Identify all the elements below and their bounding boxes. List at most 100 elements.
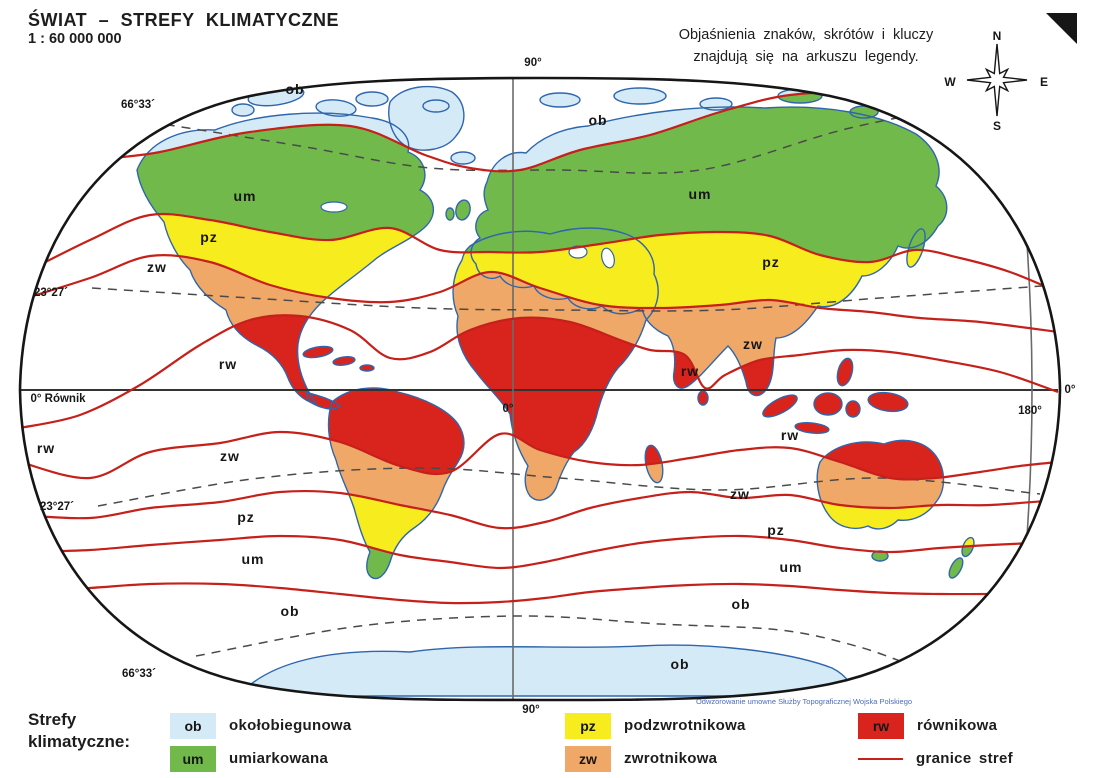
legend-item-zw: zw zwrotnikowa xyxy=(565,745,746,772)
legend-column-2: pz podzwrotnikowa zw zwrotnikowa xyxy=(565,712,746,778)
zone-boundary-line-3 xyxy=(20,254,1059,334)
boundary-line-swatch xyxy=(858,757,903,760)
lake xyxy=(601,247,615,269)
island-arctic-island xyxy=(539,92,581,108)
island-iceland xyxy=(450,151,476,165)
tropic-of-capricorn-line xyxy=(97,467,1041,507)
legend-note-line2: znajdują się na arkuszu legendy. xyxy=(693,49,919,66)
zone-label-ob: ob xyxy=(731,596,751,612)
landmass-south-america xyxy=(327,387,465,580)
graticule-label: 0° xyxy=(1064,384,1076,396)
zone-label-rw: rw xyxy=(36,440,56,456)
legend-note: Objaśnienia znaków, skrótów i kluczy zna… xyxy=(668,24,944,69)
legend-label-um: umiarkowana xyxy=(229,750,329,767)
zone-label-zw: zw xyxy=(730,486,750,502)
zone-boundary-line-7 xyxy=(20,534,1059,570)
zone-boundary-line-2 xyxy=(20,212,1059,294)
island-antilles xyxy=(359,364,375,372)
antarctic-circle-line xyxy=(195,615,909,665)
credit-line: Odwzorowanie umowne Służby Topograficzne… xyxy=(695,697,913,706)
landmass-australia xyxy=(816,439,945,530)
legend-item-boundaries: granice stref xyxy=(858,745,1013,772)
zone-label-ob: ob xyxy=(588,112,608,128)
graticule-label: 0° Równik xyxy=(30,393,86,405)
legend-label-boundaries: granice stref xyxy=(916,750,1013,767)
island-cuba xyxy=(302,345,334,359)
zone-boundary-line-8 xyxy=(20,582,1058,605)
graticule-label: 90° xyxy=(524,57,542,69)
zone-label-pz: pz xyxy=(200,229,218,245)
legend-item-pz: pz podzwrotnikowa xyxy=(565,712,746,739)
graticule-label: 66°33´ xyxy=(120,99,156,111)
island-arctic-island xyxy=(315,99,357,117)
graticule-label: 90° xyxy=(522,704,540,716)
zone-label-pz: pz xyxy=(767,522,785,538)
landmass-central-america xyxy=(304,390,342,410)
compass-west-label: W xyxy=(944,75,956,89)
zone-label-ob: ob xyxy=(285,81,305,97)
legend-swatch-pz: pz xyxy=(565,712,611,739)
zone-label-um: um xyxy=(241,551,265,567)
zone-label-ob: ob xyxy=(670,656,690,672)
zone-label-um: um xyxy=(779,559,803,575)
legend-item-rw: rw równikowa xyxy=(858,712,1013,739)
zone-label-rw: rw xyxy=(780,427,800,443)
zone-boundary-line-4 xyxy=(20,314,1059,430)
zone-label-pz: pz xyxy=(237,509,255,525)
island-sumatra xyxy=(762,394,798,418)
corner-triangle xyxy=(1046,13,1077,44)
zone-label-um: um xyxy=(233,188,257,204)
arctic-circle-line xyxy=(149,97,1006,174)
legend-note-line1: Objaśnienia znaków, skrótów i kluczy xyxy=(678,27,934,43)
graticule-label: 0° xyxy=(502,403,514,415)
island-arctic-island xyxy=(355,91,389,107)
zone-label-rw: rw xyxy=(680,363,700,379)
landmass-north-america xyxy=(136,112,434,406)
zone-label-zw: zw xyxy=(220,448,240,464)
island-borneo xyxy=(813,392,843,416)
zone-label-zw: zw xyxy=(147,259,167,275)
legend-item-ob: ob okołobiegunowa xyxy=(170,712,352,739)
map-inner xyxy=(20,78,1060,700)
island-java xyxy=(794,422,830,434)
legend-label-pz: podzwrotnikowa xyxy=(624,717,746,734)
zone-label-rw: rw xyxy=(218,356,238,372)
zone-boundary-line-6 xyxy=(20,489,1059,530)
legend-label-zw: zwrotnikowa xyxy=(624,750,718,767)
island-arctic-island xyxy=(231,103,255,117)
compass-east-label: E xyxy=(1040,75,1048,89)
zone-label-pz: pz xyxy=(762,254,780,270)
legend-swatch-ob: ob xyxy=(170,712,216,739)
island-ireland xyxy=(445,207,455,221)
legend-label-rw: równikowa xyxy=(917,717,998,734)
compass-star-icon xyxy=(966,43,1028,117)
landmass-africa xyxy=(452,227,659,501)
island-arctic-island xyxy=(613,87,667,105)
island-new-zealand-south xyxy=(948,557,964,579)
island-hispaniola xyxy=(332,356,356,366)
island-new-zealand-north xyxy=(961,536,975,558)
island-arctic-island xyxy=(422,99,450,113)
compass-north-label: N xyxy=(993,29,1002,43)
graticule-label: 66°33´ xyxy=(121,668,157,680)
zone-boundary-line-5 xyxy=(20,430,1059,481)
legend-swatch-um: um xyxy=(170,745,216,772)
graticule-label: 180° xyxy=(1018,405,1042,417)
zone-label-um: um xyxy=(688,186,712,202)
legend-swatch-rw: rw xyxy=(858,712,904,739)
zone-label-zw: zw xyxy=(743,336,763,352)
island-arctic-island xyxy=(699,97,733,111)
compass-rose-icon: N S W E xyxy=(944,29,1048,133)
map-scale: 1 : 60 000 000 xyxy=(28,31,122,47)
legend-column-3: rw równikowa granice stref xyxy=(858,712,1013,778)
lake xyxy=(320,201,348,213)
island-philippines xyxy=(836,357,854,387)
tropic-of-cancer-line xyxy=(91,285,1043,312)
page-title: ŚWIAT – STREFY KLIMATYCZNE xyxy=(28,10,340,30)
island-sulawesi xyxy=(845,400,861,418)
legend-column-1: ob okołobiegunowa um umiarkowana xyxy=(170,712,352,778)
compass-south-label: S xyxy=(993,119,1001,133)
landmass-greenland xyxy=(388,85,465,151)
graticule-label: 23°27´ xyxy=(39,501,75,513)
